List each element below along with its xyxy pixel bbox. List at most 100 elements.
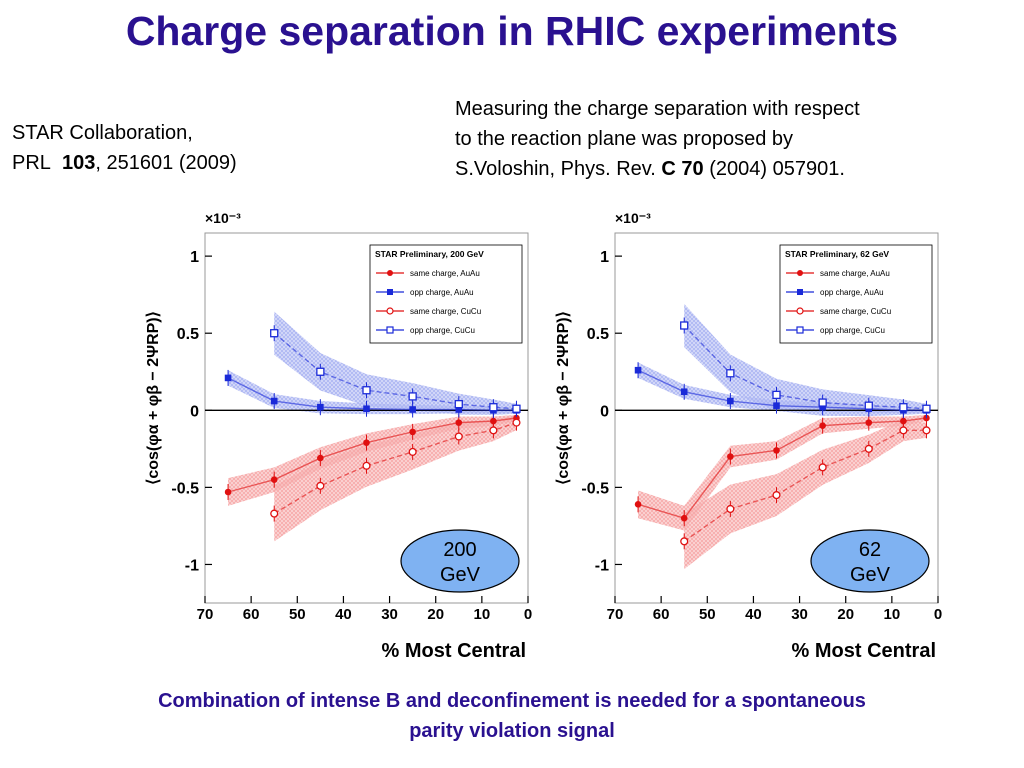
legend-marker [796,307,804,315]
data-point [408,447,417,456]
chart-62gev: 1 0.5 0 -0.5 -1 70 60 50 40 30 20 10 0 ×10⁻³ % Most Ce… [555,210,942,662]
data-point [680,388,688,396]
band-opp-cucu [684,303,927,417]
legend-title: STAR Preliminary, 62 GeV [785,249,889,259]
data-point [922,426,931,435]
x-tick-label: 60 [653,606,670,623]
legend-marker [386,326,394,334]
y-tick-label: 0 [190,403,199,420]
data-point [512,404,521,413]
energy-badge-value: 62 [859,539,881,561]
band-same-cucu [684,419,927,570]
y-multiplier: ×10⁻³ [615,210,651,226]
energy-badge [400,529,520,593]
data-point [818,398,827,407]
data-point [727,397,734,405]
voloshin-reference: Measuring the charge separation with res… [455,94,860,184]
series-line [637,417,927,520]
data-point [865,419,873,426]
y-multiplier: ×10⁻³ [205,210,241,226]
y-tick-label: 0.5 [177,326,199,343]
band-same-auau [638,414,927,531]
band-opp-auau [638,362,927,414]
legend-entry: opp charge, AuAu [410,288,474,297]
data-point [819,422,826,430]
data-point [270,329,279,338]
data-point [900,417,907,425]
band-opp-cucu [274,311,517,415]
legend-entry: opp charge, CuCu [410,326,475,335]
data-point [408,392,417,401]
data-point [454,399,463,409]
band-opp-auau [228,370,517,415]
data-point [818,463,827,472]
y-tick-label: 0 [600,403,609,420]
data-point [270,509,279,518]
data-point [727,453,734,460]
data-point [899,426,908,435]
data-point [316,367,325,376]
x-tick-label: 70 [607,606,624,623]
legend-title: STAR Preliminary, 200 GeV [375,249,484,259]
data-point [363,405,370,413]
x-tick-label: 30 [791,606,808,623]
x-tick-label: 10 [884,606,901,623]
legend-box [779,244,933,344]
energy-badge [810,529,930,593]
data-point [512,418,521,427]
data-point [363,439,370,446]
data-point [680,514,688,522]
data-point [270,476,278,483]
x-tick-label: 20 [427,606,444,623]
y-tick-label: -0.5 [171,480,199,497]
star-reference-line1: STAR Collaboration, [12,122,193,144]
data-point [773,402,780,409]
data-point [455,419,463,426]
data-point [454,432,463,441]
data-point [224,488,232,496]
y-tick-label: -1 [595,557,609,574]
legend-marker [797,270,803,276]
x-tick-label: 70 [197,606,214,623]
voloshin-line3-suffix: (2004) 057901. [709,158,845,180]
energy-badge-unit: GeV [440,564,481,586]
star-reference-line2: PRL 103, 251601 (2009) [12,148,237,178]
y-tick-label: 1 [600,249,609,266]
x-tick-label: 50 [699,606,716,623]
data-point [864,444,873,453]
data-point [773,447,780,454]
energy-badge-value: 200 [443,539,476,561]
x-tick-label: 0 [524,606,532,623]
data-point [316,481,325,490]
voloshin-line3: S.Voloshin, Phys. Rev. C 70 (2004) 05790… [455,154,860,184]
data-point [772,390,781,400]
journal-name: PRL [12,152,51,174]
legend-entry: same charge, CuCu [410,307,481,316]
x-tick-label: 30 [381,606,398,623]
x-axis-label: % Most Central [382,640,526,662]
legend-marker [387,289,393,295]
data-point [362,386,371,395]
x-tick-label: 60 [243,606,260,623]
data-point [317,454,324,462]
legend-marker [796,326,804,334]
voloshin-volume: C 70 [661,158,704,180]
voloshin-line1: Measuring the charge separation with res… [455,98,860,120]
data-point [772,491,781,500]
data-point [362,461,371,470]
legend-entry: opp charge, AuAu [820,288,884,297]
data-point [634,501,642,508]
data-point [409,428,416,436]
legend-marker [797,289,803,295]
x-tick-label: 10 [474,606,491,623]
data-point [726,369,735,378]
x-axis-label: % Most Central [792,640,936,662]
legend-box [369,244,523,344]
data-point [726,504,735,514]
legend-marker [387,270,393,276]
data-point [489,403,498,412]
data-point [634,366,642,374]
y-axis-label: ⟨cos(φα + φβ − 2ΨRP)⟩ [145,311,162,485]
data-point [922,404,931,413]
data-point [317,403,324,411]
